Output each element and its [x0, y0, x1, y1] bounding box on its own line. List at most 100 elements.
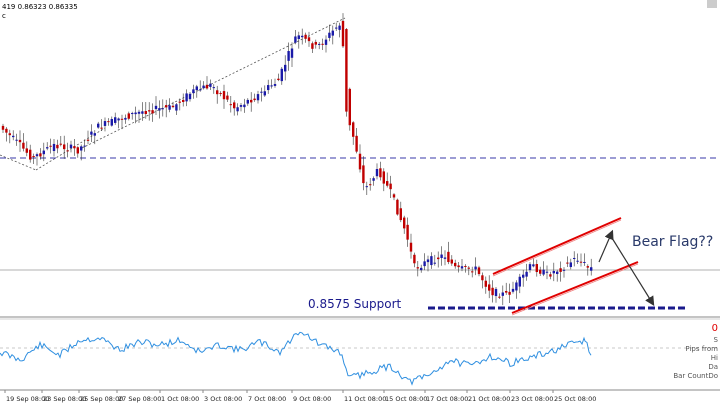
candle-body [100, 127, 103, 129]
x-tick-label: 9 Oct 08:00 [293, 395, 331, 403]
candle-body [433, 262, 436, 264]
candle-body [301, 35, 304, 38]
candle-body [124, 117, 127, 120]
candle-body [494, 288, 498, 297]
candle-body [389, 183, 392, 190]
candle-body [569, 262, 572, 268]
x-tick-label: 25 Oct 08:00 [554, 395, 596, 403]
indicator-info-label: S [714, 336, 719, 344]
candle-body [73, 146, 76, 149]
candle-body [86, 139, 90, 141]
candle-body [318, 43, 321, 45]
candle-body [566, 262, 569, 264]
candle-body [287, 51, 290, 61]
candle-body [216, 90, 219, 95]
candle-body [348, 88, 351, 126]
candle-body [532, 264, 535, 267]
candle-body [80, 146, 83, 151]
candle-body [307, 37, 311, 42]
candle-body [491, 287, 494, 296]
dotted-trend-line-lower [0, 154, 37, 171]
candle-body [39, 153, 42, 157]
candle-body [270, 85, 273, 87]
candle-body [32, 156, 35, 158]
candle-body [15, 139, 18, 141]
candle-body [22, 142, 25, 149]
candle-body [137, 111, 141, 114]
candle-body [103, 121, 107, 126]
candle-body [239, 105, 243, 107]
candle-body [199, 89, 202, 91]
candle-body [399, 208, 402, 221]
candle-body [396, 199, 399, 215]
candle-body [314, 41, 317, 45]
dotted-trend-line-left [35, 127, 106, 171]
candle-body [294, 36, 297, 43]
candle-body [426, 259, 430, 263]
candle-body [192, 89, 195, 94]
candle-body [205, 84, 209, 89]
candle-body [559, 268, 562, 272]
candle-body [406, 224, 409, 240]
candle-body [416, 267, 419, 269]
candle-body [365, 186, 368, 188]
candle-body [522, 274, 525, 278]
candle-body [386, 181, 389, 186]
candle-body [260, 91, 263, 93]
x-tick-label: 23 Sep 08:00 [43, 395, 86, 403]
candle-body [226, 95, 229, 100]
candle-body [8, 133, 11, 136]
candle-body [525, 271, 528, 277]
candle-body [35, 154, 39, 157]
candle-body [165, 105, 168, 108]
candle-body [185, 93, 188, 102]
candle-body [498, 296, 501, 298]
ohlc-readout: 419 0.86323 0.86335 [2, 3, 78, 11]
candle-body [175, 104, 178, 111]
candle-body [246, 99, 249, 104]
candle-body [450, 259, 453, 264]
candle-body [467, 267, 470, 269]
candle-body [352, 122, 355, 137]
indicator-info-label: Bar CountDo [673, 372, 718, 380]
candle-body [25, 148, 28, 153]
candle-body [178, 101, 181, 103]
candle-body [518, 276, 521, 287]
x-tick-label: 25 Sep 08:00 [80, 395, 123, 403]
window-control-icon[interactable] [707, 0, 717, 8]
candle-body [590, 267, 593, 271]
candle-body [182, 99, 185, 102]
bear-flag-label: Bear Flag?? [632, 234, 713, 250]
x-tick-label: 21 Oct 08:00 [468, 395, 510, 403]
candle-body [46, 147, 49, 149]
candle-body [202, 85, 205, 89]
indicator-value: 0 [712, 323, 718, 334]
candle-body [304, 34, 307, 39]
candle-body [117, 118, 120, 121]
candle-body [579, 261, 583, 263]
channel-lower-line [511, 261, 639, 314]
candle-body [42, 150, 45, 155]
candle-body [83, 145, 86, 147]
candle-body [56, 144, 59, 149]
candle-body [250, 99, 253, 103]
candle-body [539, 269, 542, 274]
candle-body [171, 105, 175, 108]
candle-body [372, 178, 375, 181]
candle-body [263, 91, 266, 96]
candle-body [573, 257, 576, 259]
candle-body [457, 265, 460, 268]
candle-body [542, 269, 545, 275]
candle-body [392, 194, 396, 198]
candle-body [127, 113, 130, 119]
channel-upper-line [492, 217, 622, 275]
candle-body [141, 111, 144, 114]
candle-body [1, 125, 5, 130]
candlestick-series [1, 13, 593, 306]
candle-body [586, 266, 589, 268]
candle-body [474, 266, 477, 270]
candle-body [114, 117, 117, 123]
indicator-info-label: Da [708, 363, 718, 371]
candle-body [409, 242, 413, 252]
